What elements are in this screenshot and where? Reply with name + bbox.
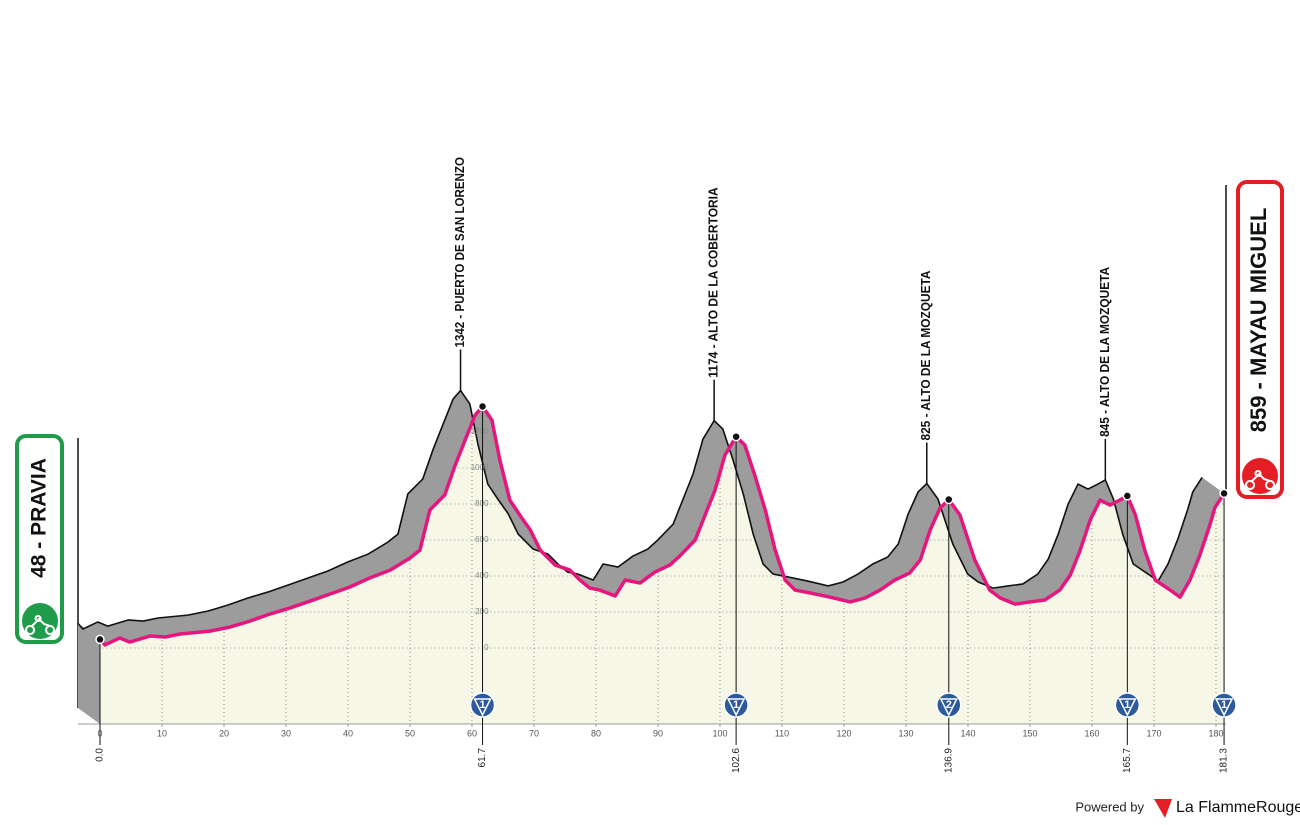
km-marker-label: 181.3	[1219, 748, 1230, 773]
badge-triangle	[1118, 698, 1137, 717]
km-marker-label: 102.6	[731, 748, 742, 773]
x-tick-label: 40	[343, 728, 353, 738]
x-tick-label: 80	[591, 728, 601, 738]
climb-label: 845 - ALTO DE LA MOZQUETA	[1097, 266, 1112, 437]
category-number: 1	[1124, 699, 1130, 711]
summit-dot	[1219, 488, 1229, 499]
badge-triangle	[1214, 698, 1234, 717]
cyclist-icon	[25, 615, 56, 635]
profile-shadow	[78, 390, 1225, 645]
km-marker-label: 0.0	[95, 748, 106, 762]
powered-by: Powered by	[1075, 799, 1144, 814]
x-tick-label: 20	[219, 728, 229, 738]
profile-side	[78, 623, 100, 724]
category-number: 1	[1221, 699, 1227, 711]
x-tick-label: 90	[653, 728, 663, 738]
brand-logo	[1154, 799, 1172, 818]
category-number: 1	[479, 699, 485, 711]
finish-label: 859 - MAYAU MIGUEL	[1246, 208, 1271, 433]
km-marker-label: 136.9	[943, 748, 954, 773]
profile-line	[98, 404, 1226, 647]
y-tick-label: 1000	[471, 463, 489, 472]
x-tick-label: 60	[467, 728, 477, 738]
x-tick-label: 100	[712, 728, 727, 738]
profile-edge	[77, 389, 1203, 630]
summit-dot	[477, 401, 488, 412]
x-tick-label: 30	[281, 728, 291, 738]
category-number: 2	[946, 699, 952, 711]
summit-dot	[1122, 491, 1133, 501]
x-tick-label: 150	[1022, 728, 1037, 738]
x-tick-label: 170	[1146, 728, 1161, 738]
badge-triangle	[939, 698, 958, 717]
x-tick-label: 140	[960, 728, 975, 738]
profile-fill	[100, 406, 1225, 724]
x-tick-label: 70	[529, 728, 539, 738]
start-box	[15, 434, 64, 644]
x-tick-label: 110	[775, 728, 789, 738]
x-tick-label: 130	[898, 728, 913, 738]
finish-box	[1236, 180, 1284, 499]
y-tick-label: 1200	[471, 427, 489, 436]
km-marker-label: 165.7	[1122, 748, 1133, 773]
summit-dot	[731, 431, 741, 442]
x-tick-label: 10	[157, 728, 167, 738]
km-marker-label: 61.7	[477, 748, 488, 768]
summit-dot	[944, 494, 954, 505]
badge-triangle	[473, 698, 492, 717]
brand-name: La FlammeRouge	[1176, 799, 1300, 816]
climb-label: 1342 - PUERTO DE SAN LORENZO	[452, 157, 467, 347]
x-tick-label: 120	[836, 728, 851, 738]
x-tick-label: 180	[1208, 728, 1223, 738]
summit-dot	[95, 634, 105, 645]
x-tick-label: 160	[1084, 728, 1099, 738]
x-tick-label: 50	[405, 728, 415, 738]
climb-label: 1174 - ALTO DE LA COBERTORIA	[706, 187, 721, 378]
cyclist-icon	[1245, 470, 1276, 490]
y-tick-label: 0	[484, 643, 489, 652]
badge-triangle	[726, 698, 746, 717]
category-number: 1	[733, 699, 739, 711]
start-label: 48 - PRAVIA	[28, 458, 51, 578]
climb-label: 825 - ALTO DE LA MOZQUETA	[918, 270, 933, 441]
